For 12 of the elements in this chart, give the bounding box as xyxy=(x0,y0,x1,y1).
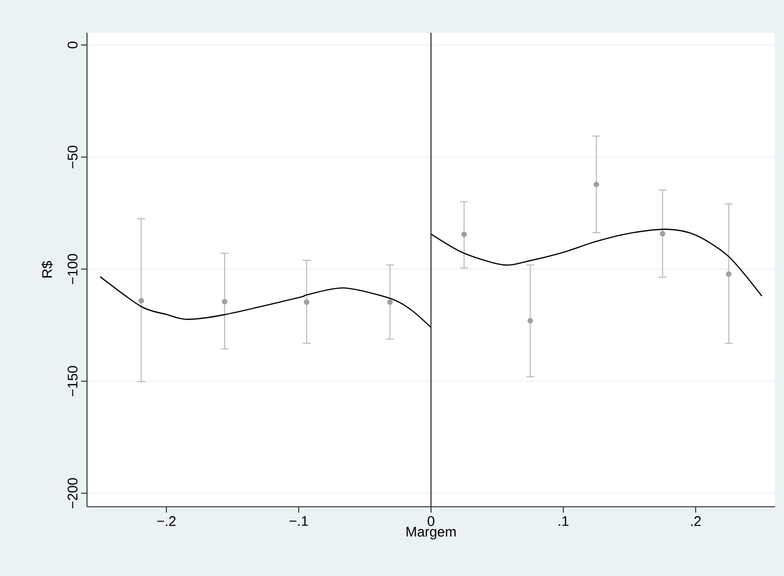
y-tick-label: 0 xyxy=(68,42,78,48)
x-tick-label: .2 xyxy=(691,516,701,526)
y-tick-label: −150 xyxy=(68,366,78,396)
y-tick-label: −50 xyxy=(68,146,78,168)
x-tick-label: 0 xyxy=(428,516,434,526)
y-axis-title: R$ xyxy=(42,261,53,278)
x-tick-label: .1 xyxy=(558,516,568,526)
x-axis-title: Margem xyxy=(406,526,456,540)
x-tick-label: −.2 xyxy=(157,516,176,526)
y-tick-label: −200 xyxy=(68,478,78,508)
x-tick-label: −.1 xyxy=(289,516,308,526)
y-tick-label: −100 xyxy=(68,254,78,284)
